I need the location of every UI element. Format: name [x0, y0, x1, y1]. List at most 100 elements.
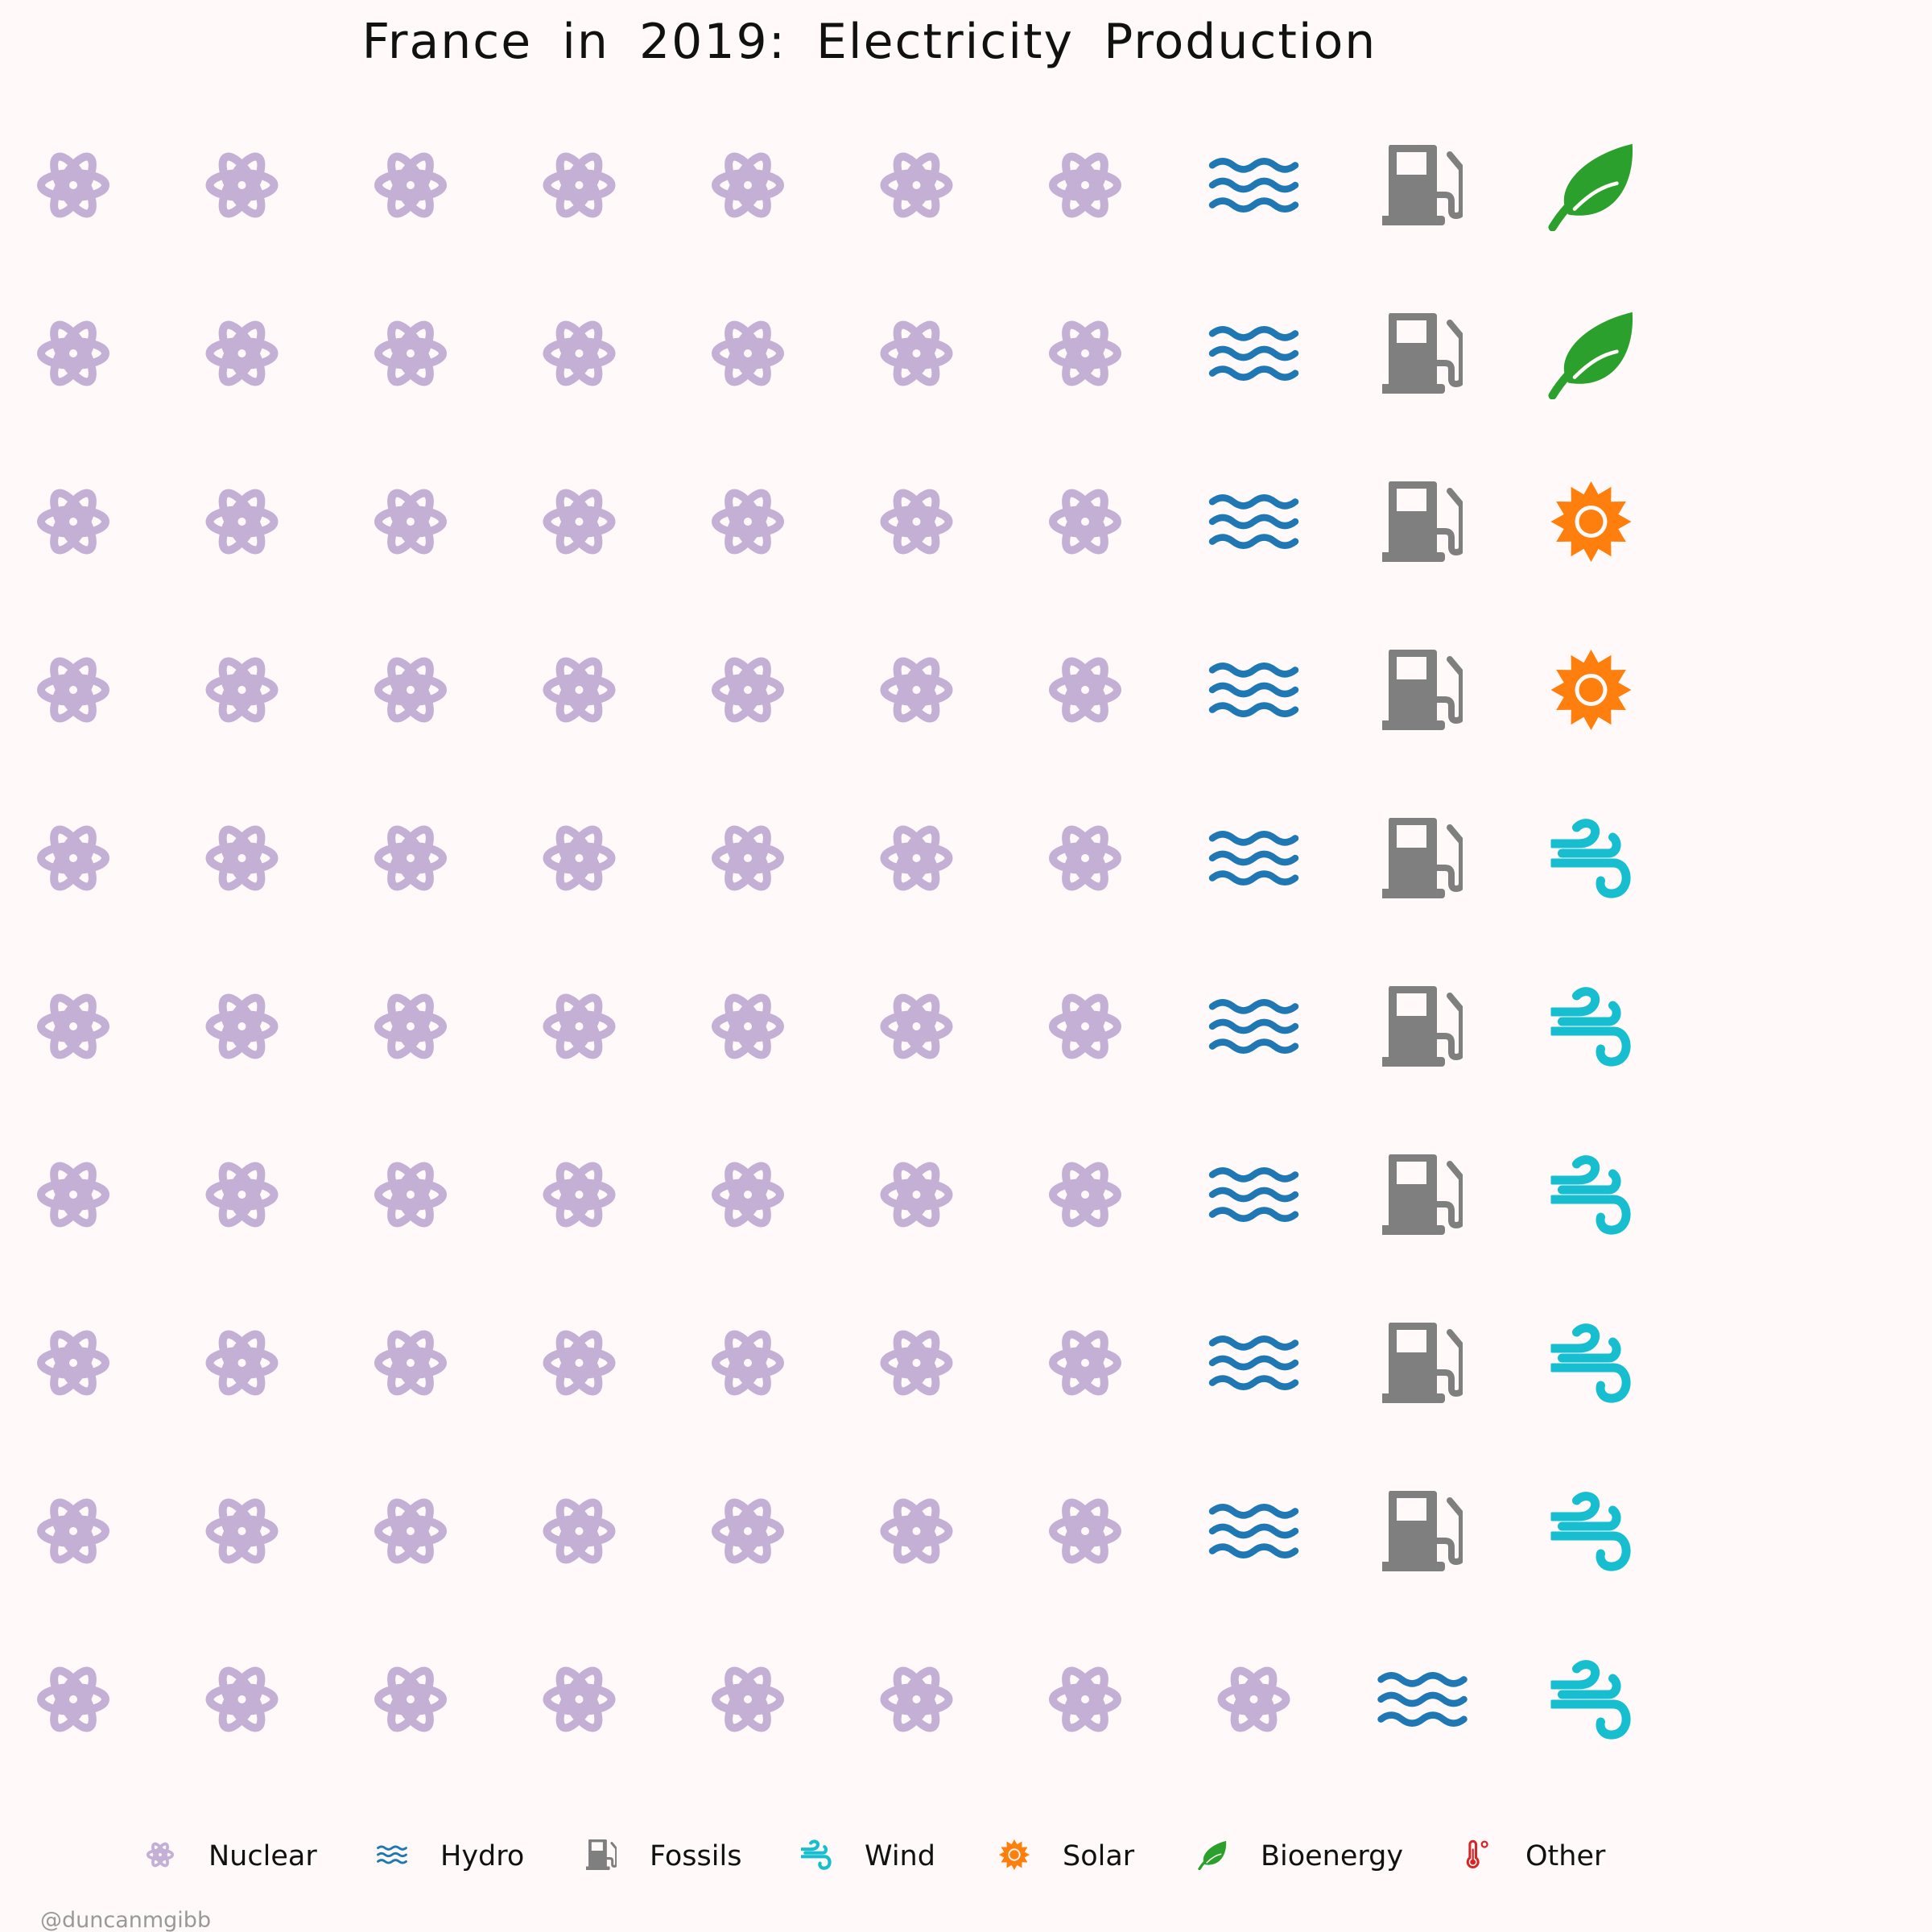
chart-title: France in 2019: Electricity Production: [362, 14, 1377, 70]
waffle-grid: [41, 144, 1633, 1735]
waffle-cell-nuclear-atom-icon: [716, 151, 780, 219]
waffle-cell-solar-sun-icon: [1550, 650, 1632, 730]
waffle-cell-nuclear-atom-icon: [210, 488, 275, 555]
waffle-cell-fossils-gas-pump-icon: [1380, 1323, 1462, 1403]
waffle-cell-nuclear-atom-icon: [41, 151, 105, 219]
waffle-cell-nuclear-atom-icon: [378, 993, 443, 1060]
waffle-cell-nuclear-atom-icon: [378, 824, 443, 892]
waffle-cell-wind-wind-icon: [1553, 1496, 1627, 1567]
waffle-cell-nuclear-atom-icon: [1053, 824, 1117, 892]
waffle-cell-nuclear-atom-icon: [885, 1497, 949, 1565]
waffle-cell-nuclear-atom-icon: [1053, 1161, 1117, 1228]
waffle-cell-nuclear-atom-icon: [716, 1497, 780, 1565]
waffle-cell-nuclear-atom-icon: [885, 824, 949, 892]
waffle-cell-fossils-gas-pump-icon: [1380, 1491, 1462, 1571]
legend-thermometer-icon: [1466, 1839, 1489, 1869]
waffle-cell-nuclear-atom-icon: [378, 1329, 443, 1397]
waffle-cell-hydro-water-waves-icon: [1212, 834, 1295, 881]
waffle-cell-nuclear-atom-icon: [885, 656, 949, 724]
waffle-cell-hydro-water-waves-icon: [1212, 1002, 1295, 1050]
legend-label: Solar: [1063, 1840, 1135, 1872]
waffle-cell-wind-wind-icon: [1553, 1328, 1627, 1398]
waffle-cell-nuclear-atom-icon: [210, 656, 275, 724]
waffle-cell-nuclear-atom-icon: [378, 1666, 443, 1733]
waffle-cell-nuclear-atom-icon: [885, 1161, 949, 1228]
credit-text: @duncanmgibb: [40, 1908, 211, 1932]
waffle-cell-nuclear-atom-icon: [41, 1666, 105, 1733]
waffle-cell-bioenergy-leaf-icon: [1553, 144, 1633, 228]
waffle-cell-nuclear-atom-icon: [547, 1161, 612, 1228]
waffle-cell-wind-wind-icon: [1553, 1160, 1627, 1230]
waffle-cell-nuclear-atom-icon: [378, 488, 443, 555]
legend-item-bioenergy: Bioenergy: [1198, 1839, 1403, 1872]
legend-water-waves-icon: [377, 1845, 407, 1864]
waffle-cell-hydro-water-waves-icon: [1212, 666, 1295, 713]
waffle-cell-nuclear-atom-icon: [716, 993, 780, 1060]
legend-item-other: Other: [1466, 1839, 1606, 1872]
legend-leaf-icon: [1198, 1839, 1228, 1870]
waffle-cell-nuclear-atom-icon: [1053, 320, 1117, 387]
waffle-cell-nuclear-atom-icon: [885, 1666, 949, 1733]
waffle-cell-nuclear-atom-icon: [210, 1497, 275, 1565]
waffle-cell-wind-wind-icon: [1553, 1665, 1627, 1735]
waffle-cell-nuclear-atom-icon: [378, 1161, 443, 1228]
legend-label: Wind: [865, 1840, 935, 1872]
waffle-cell-nuclear-atom-icon: [1053, 656, 1117, 724]
waffle-cell-nuclear-atom-icon: [1053, 1497, 1117, 1565]
waffle-cell-nuclear-atom-icon: [716, 656, 780, 724]
waffle-cell-nuclear-atom-icon: [885, 151, 949, 219]
waffle-cell-fossils-gas-pump-icon: [1380, 313, 1462, 394]
legend-label: Bioenergy: [1261, 1840, 1403, 1872]
waffle-cell-hydro-water-waves-icon: [1212, 329, 1295, 377]
waffle-cell-nuclear-atom-icon: [1053, 488, 1117, 555]
legend-item-solar: Solar: [999, 1839, 1135, 1872]
waffle-cell-nuclear-atom-icon: [41, 824, 105, 892]
legend-item-hydro: Hydro: [377, 1840, 524, 1872]
waffle-cell-fossils-gas-pump-icon: [1380, 986, 1462, 1067]
waffle-cell-nuclear-atom-icon: [1053, 151, 1117, 219]
legend-item-wind: Wind: [802, 1840, 935, 1872]
waffle-cell-bioenergy-leaf-icon: [1553, 312, 1633, 396]
waffle-cell-nuclear-atom-icon: [210, 993, 275, 1060]
waffle-cell-nuclear-atom-icon: [378, 1497, 443, 1565]
waffle-cell-hydro-water-waves-icon: [1381, 1675, 1463, 1723]
waffle-cell-nuclear-atom-icon: [41, 1329, 105, 1397]
waffle-cell-nuclear-atom-icon: [378, 656, 443, 724]
waffle-cell-nuclear-atom-icon: [210, 1161, 275, 1228]
waffle-cell-hydro-water-waves-icon: [1212, 161, 1295, 208]
waffle-cell-nuclear-atom-icon: [210, 1329, 275, 1397]
waffle-cell-nuclear-atom-icon: [547, 993, 612, 1060]
waffle-cell-nuclear-atom-icon: [378, 151, 443, 219]
waffle-cell-nuclear-atom-icon: [885, 993, 949, 1060]
waffle-cell-nuclear-atom-icon: [41, 1497, 105, 1565]
waffle-cell-nuclear-atom-icon: [547, 656, 612, 724]
waffle-cell-nuclear-atom-icon: [716, 320, 780, 387]
waffle-cell-nuclear-atom-icon: [1053, 993, 1117, 1060]
legend-item-fossils: Fossils: [586, 1839, 741, 1872]
waffle-cell-nuclear-atom-icon: [41, 488, 105, 555]
legend-label: Nuclear: [208, 1840, 317, 1872]
legend-label: Fossils: [650, 1840, 741, 1872]
waffle-cell-nuclear-atom-icon: [547, 824, 612, 892]
waffle-cell-nuclear-atom-icon: [885, 1329, 949, 1397]
waffle-cell-hydro-water-waves-icon: [1212, 1339, 1295, 1386]
legend: Nuclear Hydro Fossils Wind Solar Bioenergy Oth…: [146, 1839, 1606, 1872]
waffle-cell-nuclear-atom-icon: [547, 320, 612, 387]
waffle-cell-hydro-water-waves-icon: [1212, 497, 1295, 545]
waffle-cell-nuclear-atom-icon: [885, 488, 949, 555]
waffle-cell-nuclear-atom-icon: [1222, 1666, 1286, 1733]
waffle-cell-nuclear-atom-icon: [716, 1161, 780, 1228]
waffle-cell-nuclear-atom-icon: [885, 320, 949, 387]
waffle-cell-nuclear-atom-icon: [378, 320, 443, 387]
waffle-cell-fossils-gas-pump-icon: [1380, 1154, 1462, 1235]
waffle-cell-wind-wind-icon: [1553, 992, 1627, 1062]
waffle-cell-fossils-gas-pump-icon: [1380, 818, 1462, 898]
waffle-cell-fossils-gas-pump-icon: [1380, 481, 1462, 562]
waffle-cell-nuclear-atom-icon: [716, 1329, 780, 1397]
waffle-cell-nuclear-atom-icon: [547, 1329, 612, 1397]
legend-item-nuclear: Nuclear: [146, 1840, 317, 1872]
waffle-cell-nuclear-atom-icon: [210, 824, 275, 892]
waffle-cell-nuclear-atom-icon: [547, 1666, 612, 1733]
waffle-cell-nuclear-atom-icon: [41, 993, 105, 1060]
